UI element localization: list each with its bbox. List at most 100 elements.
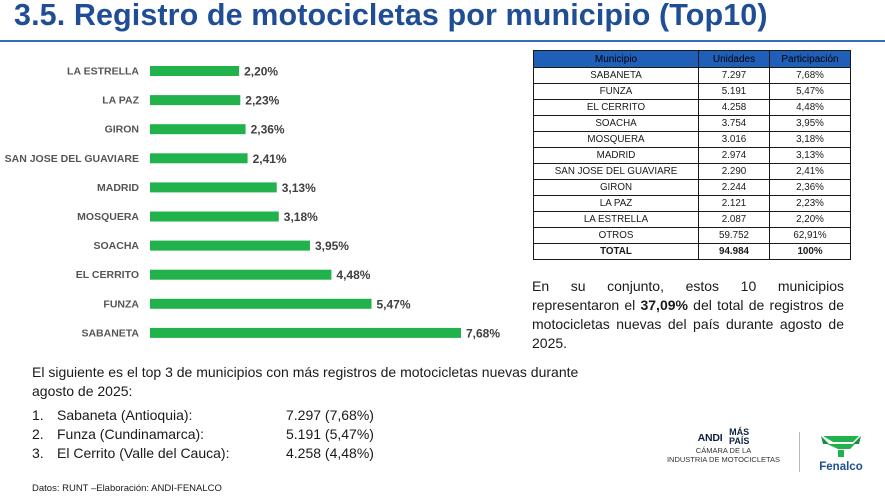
cell-unidades: 4.258 (698, 99, 770, 116)
category-label: LA ESTRELLA (67, 66, 139, 78)
top3-intro: El siguiente es el top 3 de municipios c… (32, 364, 579, 399)
data-label: 2,41% (253, 152, 287, 166)
table-row: OTROS 59.752 62,91% (533, 227, 851, 244)
list-item-value: 7.297 (7,68%) (286, 407, 374, 423)
data-label: 3,13% (282, 181, 316, 195)
bar (150, 124, 246, 135)
data-label: 4,48% (336, 268, 370, 282)
cell-participacion: 3,18% (769, 131, 851, 148)
fenalco-logo: Fenalco (811, 432, 871, 477)
category-label: GIRON (105, 124, 139, 136)
cell-municipio: MOSQUERA (533, 131, 699, 148)
category-label: LA PAZ (102, 95, 139, 107)
cell-participacion: 2,20% (769, 211, 851, 228)
summary-highlight: 37,09% (640, 297, 688, 313)
list-item-name: El Cerrito (Valle del Cauca): (57, 445, 230, 461)
data-label: 2,20% (244, 65, 278, 79)
cell-unidades: 2.290 (698, 163, 770, 180)
table-row: SAN JOSE DEL GUAVIARE 2.290 2,41% (533, 163, 851, 180)
title-divider (0, 40, 885, 42)
cell-participacion: 5,47% (769, 83, 851, 100)
list-item-name: Funza (Cundinamarca): (57, 426, 205, 442)
bar (150, 182, 277, 193)
bar (150, 211, 279, 222)
table-row: GIRON 2.244 2,36% (533, 179, 851, 196)
cell-municipio: LA ESTRELLA (533, 211, 699, 228)
andi-logo: ANDI MÁS PAÍS CÁMARA DE LA INDUSTRIA DE M… (656, 428, 791, 476)
bar (150, 327, 461, 338)
header-municipio: Municipio (533, 50, 699, 68)
cell-unidades: 59.752 (698, 227, 770, 244)
bar (150, 298, 372, 309)
table-body: SABANETA 7.297 7,68% FUNZA 5.191 5,47% EL CERR… (533, 67, 851, 260)
cell-municipio: SOACHA (533, 115, 699, 132)
table-header-row: Municipio Unidades Participación (533, 50, 851, 68)
data-label: 3,18% (284, 210, 318, 224)
list-item-number: 2. (32, 426, 44, 442)
fenalco-wordmark: Fenalco (819, 461, 863, 473)
category-label: SAN JOSE DEL GUAVIARE (5, 153, 139, 165)
total-participacion: 100% (769, 243, 851, 260)
bar (150, 269, 332, 280)
cell-participacion: 3,13% (769, 147, 851, 164)
cell-unidades: 3.754 (698, 115, 770, 132)
cell-municipio: OTROS (533, 227, 699, 244)
table-row: LA ESTRELLA 2.087 2,20% (533, 211, 851, 228)
cell-participacion: 62,91% (769, 227, 851, 244)
andi-wordmark: ANDI (697, 432, 723, 444)
andi-line-2: INDUSTRIA DE MOTOCICLETAS (666, 455, 781, 464)
summary-text-after: del total de registros de motocicletas n… (532, 297, 844, 351)
table-row: EL CERRITO 4.258 4,48% (533, 99, 851, 116)
cell-municipio: SAN JOSE DEL GUAVIARE (533, 163, 699, 180)
table-total-row: TOTAL 94.984 100% (533, 243, 851, 260)
municipality-table: Municipio Unidades Participación SABANET… (533, 50, 851, 260)
cell-unidades: 2.244 (698, 179, 770, 196)
category-label: FUNZA (103, 298, 139, 310)
cell-municipio: MADRID (533, 147, 699, 164)
data-label: 5,47% (377, 297, 411, 311)
cell-participacion: 3,95% (769, 115, 851, 132)
header-unidades: Unidades (698, 50, 770, 68)
bar (150, 66, 240, 76)
total-label: TOTAL (533, 243, 699, 260)
table-row: MOSQUERA 3.016 3,18% (533, 131, 851, 148)
cell-participacion: 4,48% (769, 99, 851, 116)
page-title: 3.5. Registro de motocicletas por munici… (14, 0, 768, 32)
data-label: 3,95% (315, 239, 349, 253)
cell-unidades: 2.121 (698, 195, 770, 212)
cell-unidades: 2.974 (698, 147, 770, 164)
fenalco-emblem-icon (821, 436, 861, 457)
table-row: LA PAZ 2.121 2,23% (533, 195, 851, 212)
list-item-value: 4.258 (4,48%) (286, 445, 374, 461)
category-label: SOACHA (93, 240, 139, 252)
logo-divider (799, 432, 800, 472)
cell-municipio: EL CERRITO (533, 99, 699, 116)
category-label: EL CERRITO (76, 269, 139, 281)
municipality-bar-chart: LA ESTRELLA 2,20% LA PAZ 2,23% GIRON 2,36% SAN… (5, 65, 501, 341)
source-note: Datos: RUNT –Elaboración: ANDI-FENALCO (32, 483, 222, 494)
table-row: SABANETA 7.297 7,68% (533, 67, 851, 84)
data-label: 2,23% (245, 94, 279, 108)
data-label: 7,68% (466, 326, 500, 340)
cell-municipio: SABANETA (533, 67, 699, 84)
cell-municipio: GIRON (533, 179, 699, 196)
table-row: FUNZA 5.191 5,47% (533, 83, 851, 100)
table-row: SOACHA 3.754 3,95% (533, 115, 851, 132)
cell-participacion: 2,41% (769, 163, 851, 180)
cell-unidades: 2.087 (698, 211, 770, 228)
summary-text-before: En su conjunto, estos 10 municipios repr… (532, 278, 844, 313)
list-item-value: 5.191 (5,47%) (286, 426, 374, 442)
cell-unidades: 3.016 (698, 131, 770, 148)
cell-participacion: 7,68% (769, 67, 851, 84)
pais-text: PAÍS (728, 435, 750, 446)
category-label: MADRID (97, 182, 139, 194)
summary-paragraph: En su conjunto, estos 10 municipios repr… (532, 277, 844, 353)
data-label: 2,36% (251, 123, 285, 137)
total-unidades: 94.984 (698, 243, 770, 260)
mas-pais-mark: MÁS PAÍS (728, 428, 750, 446)
cell-unidades: 5.191 (698, 83, 770, 100)
cell-unidades: 7.297 (698, 67, 770, 84)
bar (150, 95, 241, 106)
category-label: MOSQUERA (77, 211, 139, 223)
header-participacion: Participación (769, 50, 851, 68)
